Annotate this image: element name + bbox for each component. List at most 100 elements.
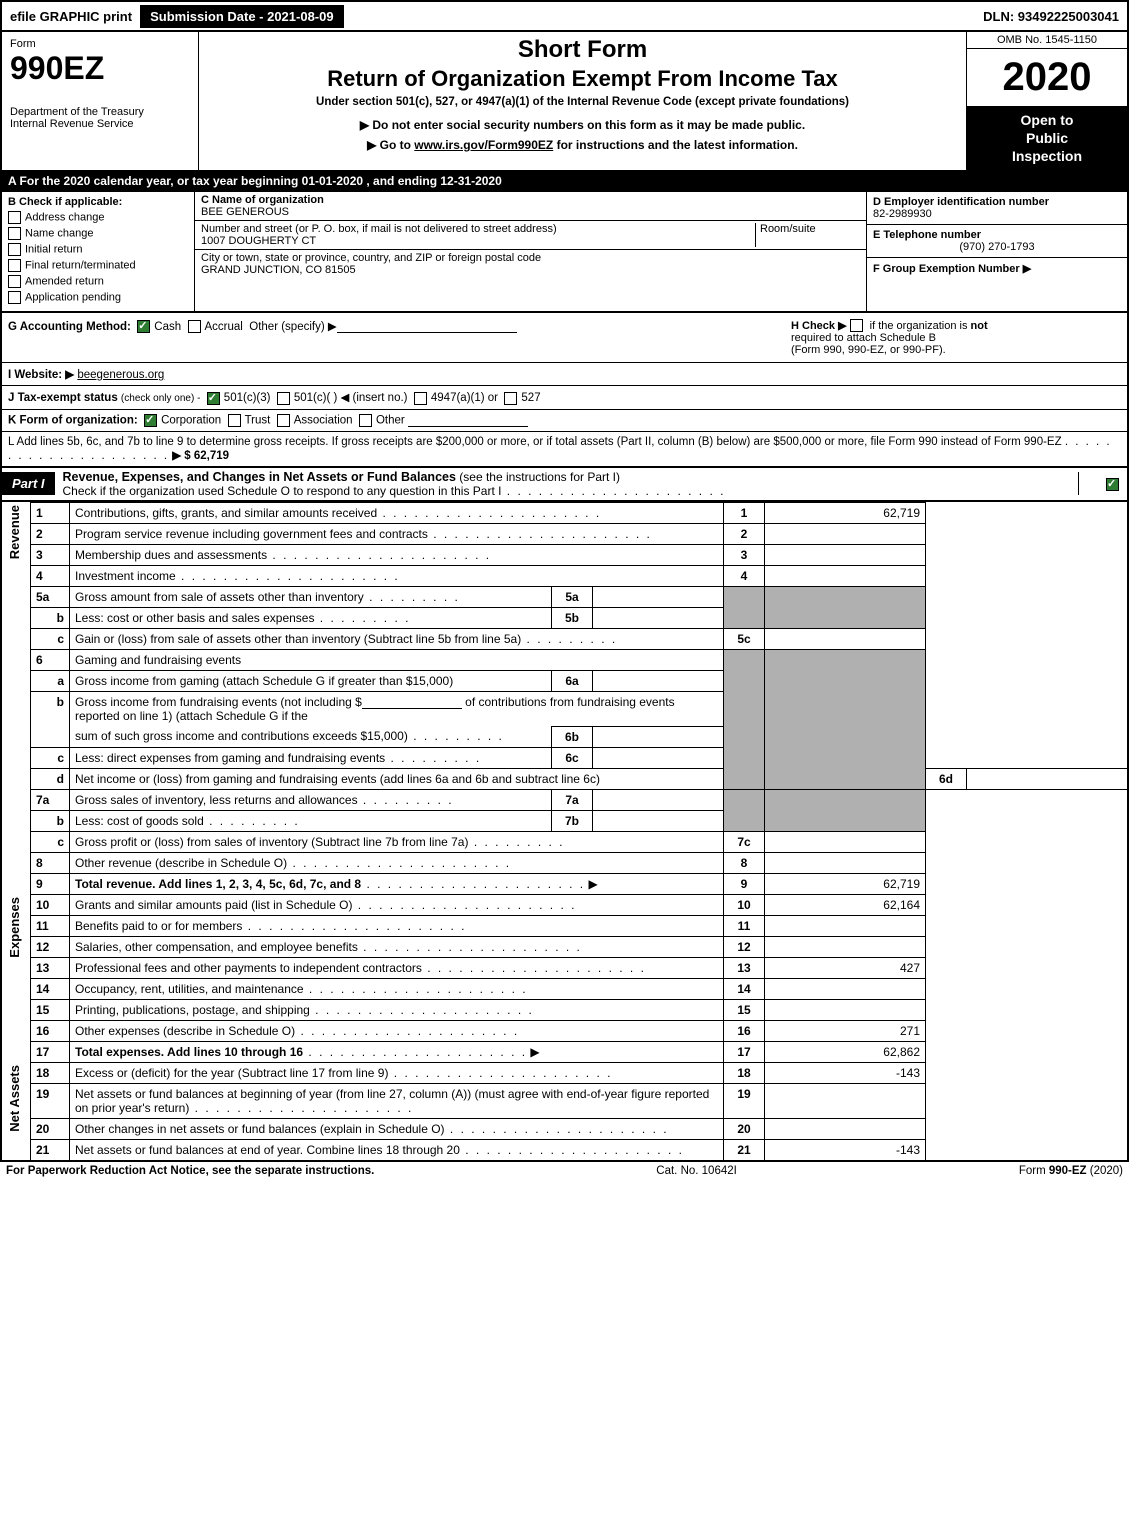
l14-desc: Occupancy, rent, utilities, and maintena… [70, 978, 724, 999]
l9-val: 62,719 [765, 873, 926, 894]
l6-desc: Gaming and fundraising events [70, 649, 724, 670]
chk-501c[interactable] [277, 392, 290, 405]
phone-value: (970) 270-1793 [873, 241, 1121, 253]
row-line3: 3 Membership dues and assessments 3 [1, 544, 1128, 565]
l3-num: 3 [724, 544, 765, 565]
chk-application-pending[interactable]: Application pending [8, 291, 188, 304]
lbl-accrual: Accrual [205, 321, 243, 333]
chk-label-final: Final return/terminated [25, 259, 136, 271]
row-line6c: c Less: direct expenses from gaming and … [1, 747, 1128, 768]
chk-name-change[interactable]: Name change [8, 227, 188, 240]
l4-desc: Investment income [70, 565, 724, 586]
irs-link[interactable]: www.irs.gov/Form990EZ [414, 138, 553, 152]
l5b-sub: 5b [552, 607, 593, 628]
website-value[interactable]: beegenerous.org [77, 369, 164, 381]
chk-schedule-o[interactable] [1106, 478, 1119, 491]
section-b: B Check if applicable: Address change Na… [2, 192, 195, 311]
chk-schedule-b[interactable] [850, 319, 863, 332]
row-line9: 9 Total revenue. Add lines 1, 2, 3, 4, 5… [1, 873, 1128, 894]
l1-desc: Contributions, gifts, grants, and simila… [70, 502, 724, 523]
title-short-form: Short Form [205, 36, 960, 64]
chk-accrual[interactable] [188, 320, 201, 333]
side-net-assets: Net Assets [1, 1062, 31, 1161]
chk-amended-return[interactable]: Amended return [8, 275, 188, 288]
l6b-amount-field[interactable] [362, 708, 462, 709]
org-name-label: C Name of organization [201, 194, 860, 206]
l5a-no: 5a [31, 586, 70, 607]
open-line2: Public [969, 129, 1125, 147]
l6c-subval [593, 747, 724, 768]
chk-trust[interactable] [228, 414, 241, 427]
chk-501c3[interactable] [207, 392, 220, 405]
l20-num: 20 [724, 1118, 765, 1139]
info-grid: B Check if applicable: Address change Na… [0, 192, 1129, 311]
l16-val: 271 [765, 1020, 926, 1041]
l6a-subval [593, 670, 724, 691]
row-line10: Expenses 10 Grants and similar amounts p… [1, 894, 1128, 915]
section-k: K Form of organization: Corporation Trus… [0, 409, 1129, 431]
l13-val: 427 [765, 957, 926, 978]
part1-table: Revenue 1 Contributions, gifts, grants, … [0, 502, 1129, 1162]
subtitle-code: Under section 501(c), 527, or 4947(a)(1)… [205, 96, 960, 108]
l13-num: 13 [724, 957, 765, 978]
l19-desc: Net assets or fund balances at beginning… [70, 1083, 724, 1118]
chk-label-pending: Application pending [25, 291, 121, 303]
l1-no: 1 [31, 502, 70, 523]
chk-initial-return[interactable]: Initial return [8, 243, 188, 256]
l3-val [765, 544, 926, 565]
section-gh: G Accounting Method: Cash Accrual Other … [0, 311, 1129, 363]
l7-grey-num [724, 789, 765, 831]
ein-row: D Employer identification number 82-2989… [867, 192, 1127, 225]
chk-527[interactable] [504, 392, 517, 405]
l5c-desc: Gain or (loss) from sale of assets other… [70, 628, 724, 649]
h-prefix: H Check ▶ [791, 320, 850, 332]
l10-no: 10 [31, 894, 70, 915]
chk-cash[interactable] [137, 320, 150, 333]
chk-final-return[interactable]: Final return/terminated [8, 259, 188, 272]
chk-other-org[interactable] [359, 414, 372, 427]
l6d-val [967, 768, 1129, 789]
dept-irs: Internal Revenue Service [10, 118, 190, 130]
l11-num: 11 [724, 915, 765, 936]
chk-corporation[interactable] [144, 414, 157, 427]
other-specify-field[interactable] [337, 332, 517, 333]
open-line3: Inspection [969, 147, 1125, 165]
side-revenue: Revenue [1, 502, 31, 873]
org-name-row: C Name of organization BEE GENEROUS [195, 192, 866, 221]
row-line20: 20 Other changes in net assets or fund b… [1, 1118, 1128, 1139]
open-to-public: Open to Public Inspection [967, 107, 1127, 170]
l2-num: 2 [724, 523, 765, 544]
l16-no: 16 [31, 1020, 70, 1041]
l6-no: 6 [31, 649, 70, 670]
row-line5b: b Less: cost or other basis and sales ex… [1, 607, 1128, 628]
l10-num: 10 [724, 894, 765, 915]
other-org-field[interactable] [408, 426, 528, 427]
section-l-amount: ▶ $ 62,719 [172, 450, 229, 462]
footer-right: Form 990-EZ (2020) [1019, 1165, 1123, 1177]
l17-desc: Total expenses. Add lines 10 through 16 … [70, 1041, 724, 1062]
row-line13: 13 Professional fees and other payments … [1, 957, 1128, 978]
part1-check-text: Check if the organization used Schedule … [63, 484, 502, 498]
l6b-subval [593, 726, 724, 747]
row-line21: 21 Net assets or fund balances at end of… [1, 1139, 1128, 1161]
address-label: Number and street (or P. O. box, if mail… [201, 223, 755, 235]
l15-val [765, 999, 926, 1020]
footer-center: Cat. No. 10642I [656, 1165, 737, 1177]
l6c-no: c [31, 747, 70, 768]
ein-label: D Employer identification number [873, 196, 1121, 208]
l7c-no: c [31, 831, 70, 852]
chk-address-change[interactable]: Address change [8, 211, 188, 224]
chk-4947[interactable] [414, 392, 427, 405]
l16-num: 16 [724, 1020, 765, 1041]
chk-association[interactable] [277, 414, 290, 427]
l18-no: 18 [31, 1062, 70, 1083]
l12-val [765, 936, 926, 957]
section-i: I Website: ▶ beegenerous.org [0, 362, 1129, 385]
chk-label-initial: Initial return [25, 243, 82, 255]
l6b-desc1: Gross income from fundraising events (no… [70, 691, 724, 726]
h-line2: required to attach Schedule B [791, 332, 936, 344]
l15-num: 15 [724, 999, 765, 1020]
header-left: Form 990EZ Department of the Treasury In… [2, 32, 199, 170]
form-label: Form [10, 38, 190, 50]
header-right: OMB No. 1545-1150 2020 Open to Public In… [967, 32, 1127, 170]
